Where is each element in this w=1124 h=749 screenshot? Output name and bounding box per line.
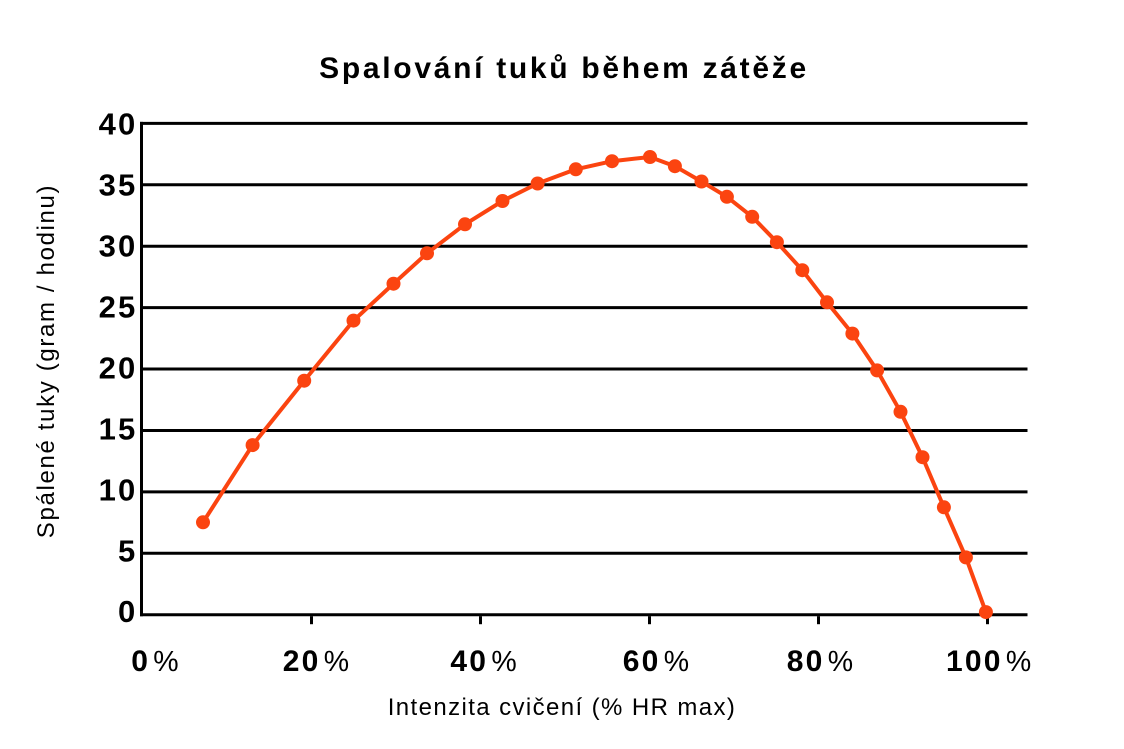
svg-text:0%: 0% (131, 645, 178, 678)
svg-text:20%: 20% (283, 645, 349, 678)
svg-text:25: 25 (99, 290, 138, 325)
svg-text:Spálené tuky (gram / hodinu): Spálené tuky (gram / hodinu) (33, 184, 60, 538)
svg-text:10: 10 (99, 472, 138, 507)
svg-text:5: 5 (118, 533, 137, 568)
svg-text:40: 40 (99, 107, 138, 142)
svg-text:Intenzita cvičení (% HR max): Intenzita cvičení (% HR max) (388, 694, 737, 721)
svg-text:0: 0 (118, 594, 137, 629)
svg-text:20: 20 (99, 350, 138, 385)
svg-text:60%: 60% (623, 645, 689, 678)
svg-text:Spalování tuků během zátěže: Spalování tuků během zátěže (319, 52, 809, 85)
svg-text:80%: 80% (787, 645, 853, 678)
svg-text:40%: 40% (450, 645, 516, 678)
svg-text:35: 35 (99, 168, 138, 203)
svg-text:30: 30 (99, 229, 138, 264)
svg-text:100%: 100% (946, 645, 1031, 678)
svg-text:15: 15 (99, 411, 138, 446)
